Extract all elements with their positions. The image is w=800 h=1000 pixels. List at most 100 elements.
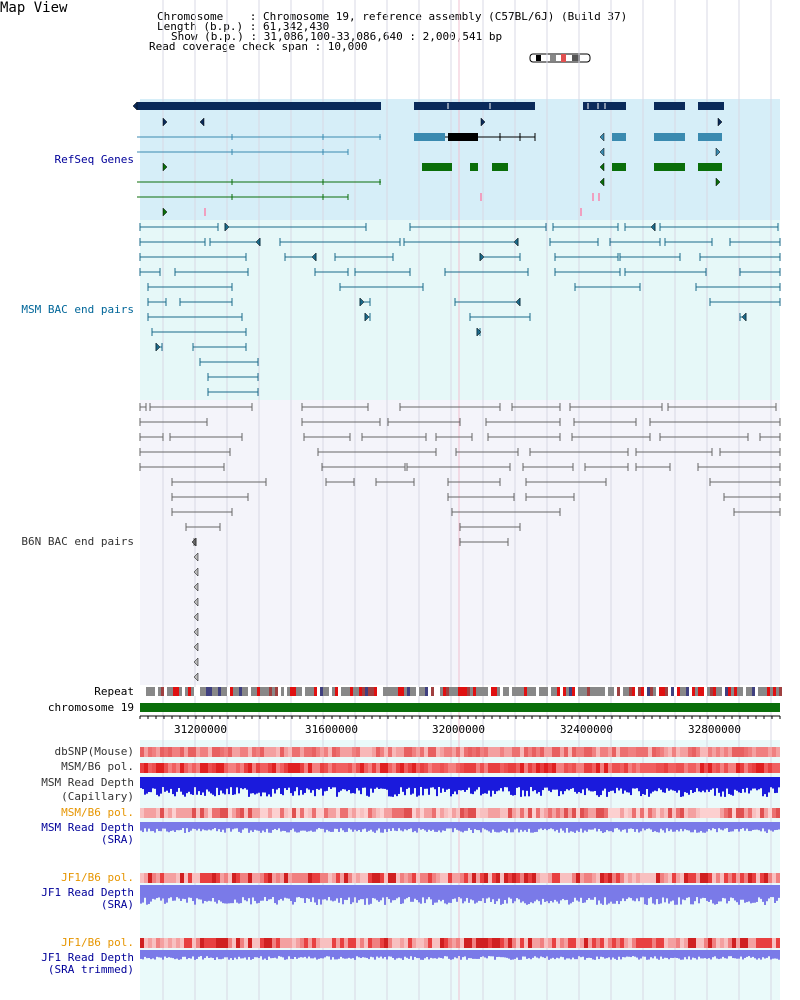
depth-bar [614,950,616,959]
heat-cell [300,938,304,948]
repeat-segment [224,687,227,696]
heat-cell [208,763,212,773]
depth-bar [672,822,674,832]
depth-bar [564,822,566,833]
depth-bar [336,885,338,899]
heat-cell [512,808,516,818]
depth-bar [424,777,426,789]
depth-bar [514,777,516,796]
depth-bar [460,777,462,791]
repeat-segment [188,687,191,696]
track-label-refseq[interactable]: RefSeq Genes [54,153,134,166]
repeat-segment [506,687,509,696]
heat-cell [384,873,388,883]
track-label-msm-bac[interactable]: MSM BAC end pairs [21,303,134,316]
depth-bar [542,777,544,791]
heat-cell [560,873,564,883]
repeat-segment [437,687,440,696]
depth-bar [256,950,258,958]
depth-bar [502,885,504,904]
depth-bar [340,950,342,957]
depth-bar [222,822,224,830]
depth-bar [156,822,158,829]
depth-bar [770,885,772,898]
heat-cell [616,747,620,757]
depth-bar [146,777,148,794]
heat-cell [332,938,336,948]
repeat-segment [770,687,773,696]
depth-bar [410,950,412,957]
depth-bar [338,950,340,959]
heat-cell [764,747,768,757]
depth-bar [738,777,740,793]
gene-feature [492,163,508,171]
repeat-segment [698,687,701,696]
heat-cell [688,763,692,773]
heat-cell [280,873,284,883]
depth-bar [156,777,158,795]
depth-bar [304,822,306,831]
heat-cell [164,873,168,883]
heat-cell [508,747,512,757]
chromosome-ideogram[interactable] [528,52,592,64]
heat-cell [704,938,708,948]
track-label-jf1-read-trim-1: JF1 Read Depth [41,951,134,964]
depth-bar [674,822,676,832]
heat-cell [272,747,276,757]
depth-bar [658,950,660,960]
strand-arrow [193,627,199,637]
pseudogene-mark [480,193,482,201]
heat-cell [188,808,192,818]
repeat-segment [644,687,647,696]
depth-bar [672,885,674,901]
depth-bar [210,777,212,794]
repeat-segment [347,687,350,696]
depth-bar [200,885,202,900]
depth-bar [498,777,500,791]
heat-cell [212,938,216,948]
depth-bar [250,885,252,905]
depth-bar [206,885,208,902]
repeat-segment [236,687,239,696]
depth-bar [592,950,594,960]
depth-bar [710,950,712,960]
heat-cell [592,873,596,883]
depth-bar [414,950,416,957]
depth-bar [736,822,738,830]
depth-bar [312,950,314,959]
depth-bar [492,950,494,957]
depth-bar [748,822,750,832]
heat-cell [524,938,528,948]
repeat-segment [380,687,383,696]
depth-bar [352,777,354,794]
depth-bar [570,777,572,789]
depth-bar [470,777,472,794]
depth-bar [622,885,624,899]
depth-bar [570,822,572,832]
depth-bar [290,822,292,831]
depth-bar [480,885,482,902]
heat-cell [172,873,176,883]
depth-bar [288,885,290,899]
refseq-track-bg [140,99,780,220]
depth-bar [442,822,444,831]
depth-bar [642,885,644,898]
repeat-segment [539,687,542,696]
depth-bar [620,885,622,902]
depth-bar [504,777,506,788]
heat-cell [752,938,756,948]
depth-bar [340,885,342,898]
heat-cell [144,763,148,773]
depth-bar [774,950,776,959]
depth-bar [408,822,410,830]
heat-cell [708,763,712,773]
heat-cell [264,938,268,948]
depth-bar [690,950,692,960]
depth-bar [426,885,428,900]
heat-cell [644,938,648,948]
track-label-b6n-bac[interactable]: B6N BAC end pairs [21,535,134,548]
depth-bar [222,885,224,904]
strand-arrow [650,222,656,232]
heat-cell [652,763,656,773]
